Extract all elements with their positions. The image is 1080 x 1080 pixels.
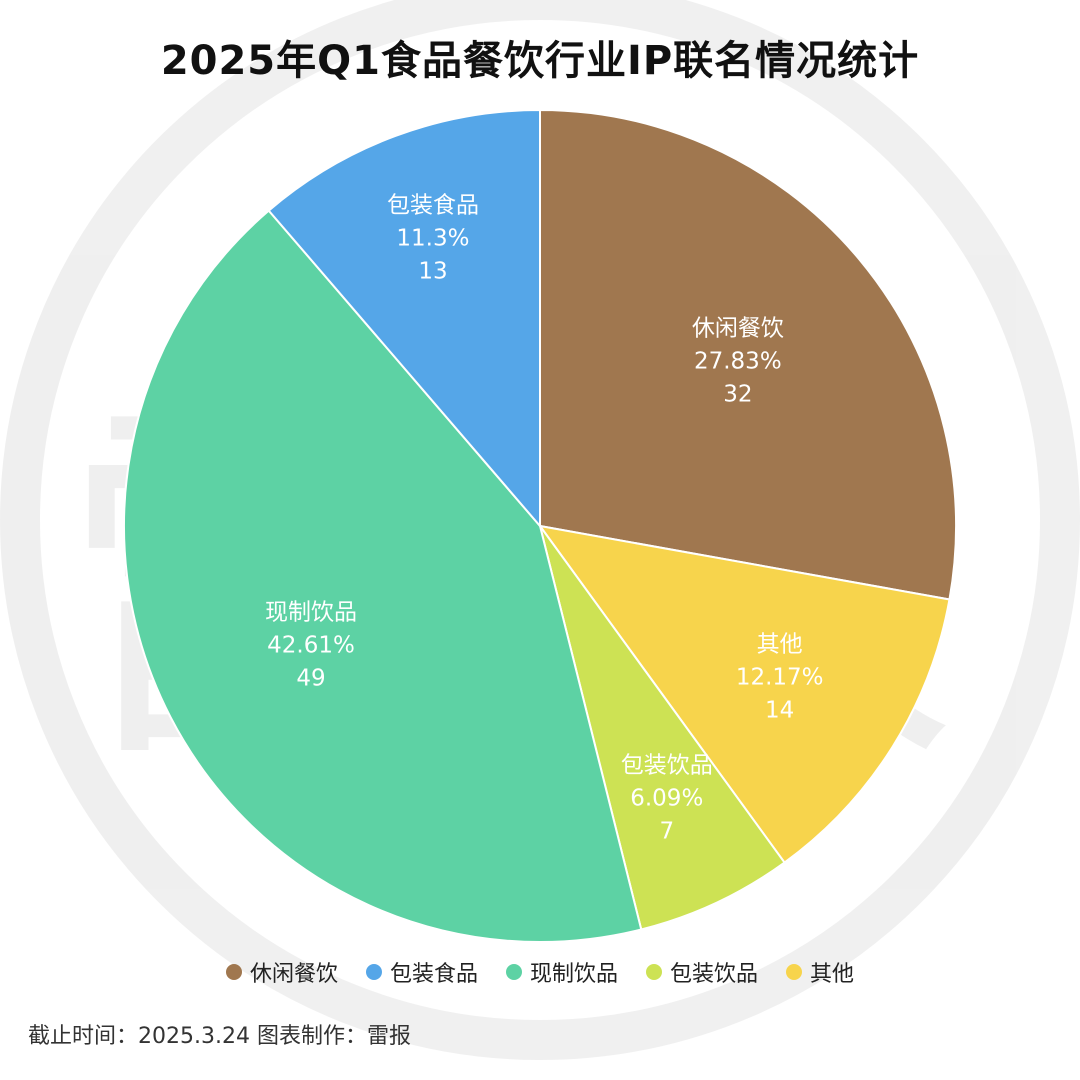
- legend-swatch-2: [365, 964, 382, 980]
- pie-slice-5: [267, 108, 541, 529]
- pie-labels: 休闲餐饮 27.83% 32 其他 12.17% 14 包装饮品 6.09% 7 现制饮品 42.6…: [265, 192, 824, 844]
- slice-label-value-2: 14: [765, 697, 794, 723]
- pie-slice-3: [539, 525, 786, 931]
- slice-label-name-4: 现制饮品: [265, 600, 357, 626]
- slice-label-percent-1: 27.83%: [694, 349, 782, 375]
- legend-label-1: 休闲餐饮: [249, 962, 338, 987]
- pie-slice-2: [537, 524, 951, 864]
- slice-label-percent-5: 11.3%: [396, 225, 469, 251]
- pie-slice-1: [539, 108, 957, 601]
- slice-label-name-5: 包装食品: [387, 192, 479, 218]
- slice-label-value-3: 7: [659, 818, 674, 844]
- legend-item-3: 现制饮品: [505, 956, 618, 988]
- legend-swatch-5: [786, 964, 803, 980]
- slice-label-name-3: 包装饮品: [621, 752, 713, 778]
- slice-label-percent-3: 6.09%: [630, 785, 703, 811]
- pie-slice-4: [123, 209, 643, 943]
- slice-label-percent-2: 12.17%: [736, 664, 824, 690]
- legend-label-5: 其他: [810, 962, 855, 987]
- slice-label-value-5: 13: [418, 258, 447, 284]
- legend-label-4: 包装饮品: [670, 962, 759, 987]
- slice-label-percent-4: 42.61%: [267, 633, 355, 659]
- chart-title: 2025年Q1食品餐饮行业IP联名情况统计: [160, 38, 920, 84]
- footer-note: 截止时间：2025.3.24 图表制作：雷报: [28, 1024, 411, 1049]
- slice-label-value-1: 32: [723, 382, 752, 408]
- legend-swatch-1: [225, 964, 242, 980]
- chart-legend: 休闲餐饮 包装食品 现制饮品 包装饮品 其他: [0, 956, 1080, 988]
- legend-swatch-3: [505, 964, 522, 980]
- legend-item-2: 包装食品: [365, 956, 478, 988]
- legend-item-5: 其他: [786, 956, 854, 988]
- legend-swatch-4: [646, 964, 662, 980]
- legend-item-1: 休闲餐饮: [225, 956, 338, 988]
- legend-label-2: 包装食品: [389, 962, 478, 987]
- pie-slices: [123, 108, 957, 943]
- legend-label-3: 现制饮品: [529, 962, 618, 987]
- slice-label-name-1: 休闲餐饮: [692, 316, 784, 342]
- slice-label-name-2: 其他: [757, 631, 803, 657]
- legend-item-4: 包装饮品: [646, 956, 758, 988]
- slice-label-value-4: 49: [296, 666, 325, 692]
